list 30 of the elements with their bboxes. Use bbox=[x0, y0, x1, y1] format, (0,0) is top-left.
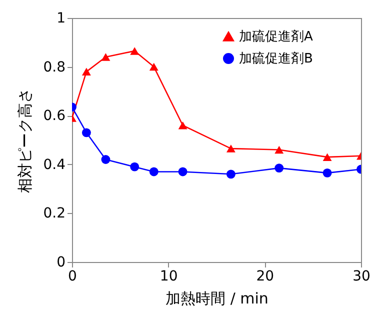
point bbox=[274, 164, 284, 173]
x-axis-title: 加熱時間 / min bbox=[166, 290, 268, 308]
point bbox=[82, 68, 91, 76]
point bbox=[274, 146, 284, 154]
y-tick-label: 0.2 bbox=[43, 206, 66, 222]
y-tick-label: 1 bbox=[56, 10, 66, 26]
legend-label: 加硫促進剤A bbox=[239, 30, 313, 44]
point bbox=[101, 53, 110, 61]
y-tick-label: 0.6 bbox=[43, 108, 66, 124]
point bbox=[322, 153, 332, 161]
x-tick-label: 0 bbox=[68, 268, 77, 284]
x-tick-label: 20 bbox=[256, 268, 274, 284]
y-tick-label: 0.8 bbox=[43, 59, 66, 76]
point bbox=[101, 155, 110, 164]
point bbox=[322, 168, 332, 178]
point bbox=[178, 121, 188, 130]
point bbox=[226, 144, 236, 152]
y-tick-label: 0 bbox=[56, 254, 66, 270]
point bbox=[178, 167, 188, 176]
point bbox=[149, 62, 158, 71]
point bbox=[149, 167, 158, 176]
y-tick-label: 0.4 bbox=[43, 156, 66, 173]
x-tick-label: 10 bbox=[160, 268, 178, 284]
legend-label: 加硫促進剤B bbox=[239, 52, 313, 66]
point bbox=[226, 170, 236, 179]
point bbox=[130, 162, 140, 172]
point bbox=[82, 128, 91, 138]
x-tick-label: 30 bbox=[352, 268, 370, 284]
y-axis-title: 相対ピーク高さ bbox=[16, 88, 34, 193]
point bbox=[130, 47, 140, 55]
